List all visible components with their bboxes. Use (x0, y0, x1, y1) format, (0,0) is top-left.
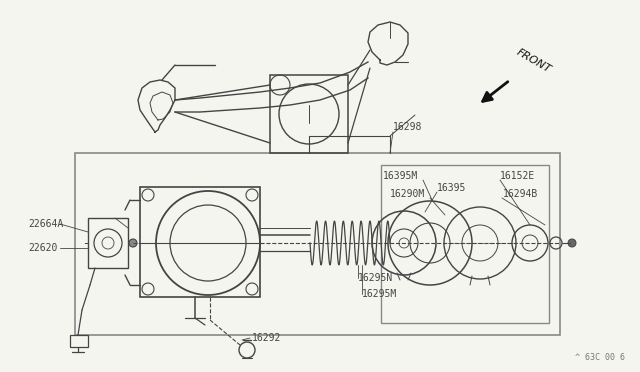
Bar (75, 153, 560, 335)
Text: 16298: 16298 (393, 122, 422, 132)
Text: FRONT: FRONT (515, 47, 553, 75)
Text: 16395: 16395 (437, 183, 467, 193)
Text: 16152E: 16152E (500, 171, 535, 181)
Bar (70, 335, 88, 347)
Circle shape (568, 239, 576, 247)
Text: 16294B: 16294B (503, 189, 538, 199)
Text: 16290M: 16290M (390, 189, 425, 199)
Text: 16295M: 16295M (362, 289, 397, 299)
Circle shape (129, 239, 137, 247)
Text: 22620: 22620 (28, 243, 58, 253)
Text: 22664A: 22664A (28, 219, 63, 229)
Bar (88, 218, 128, 268)
Text: 16295N: 16295N (358, 273, 393, 283)
Text: 16395M: 16395M (383, 171, 419, 181)
Text: ^ 63C 00 6: ^ 63C 00 6 (575, 353, 625, 362)
Text: 16292: 16292 (252, 333, 282, 343)
Bar (140, 187, 260, 297)
Bar (381, 165, 549, 323)
Bar (270, 75, 348, 153)
